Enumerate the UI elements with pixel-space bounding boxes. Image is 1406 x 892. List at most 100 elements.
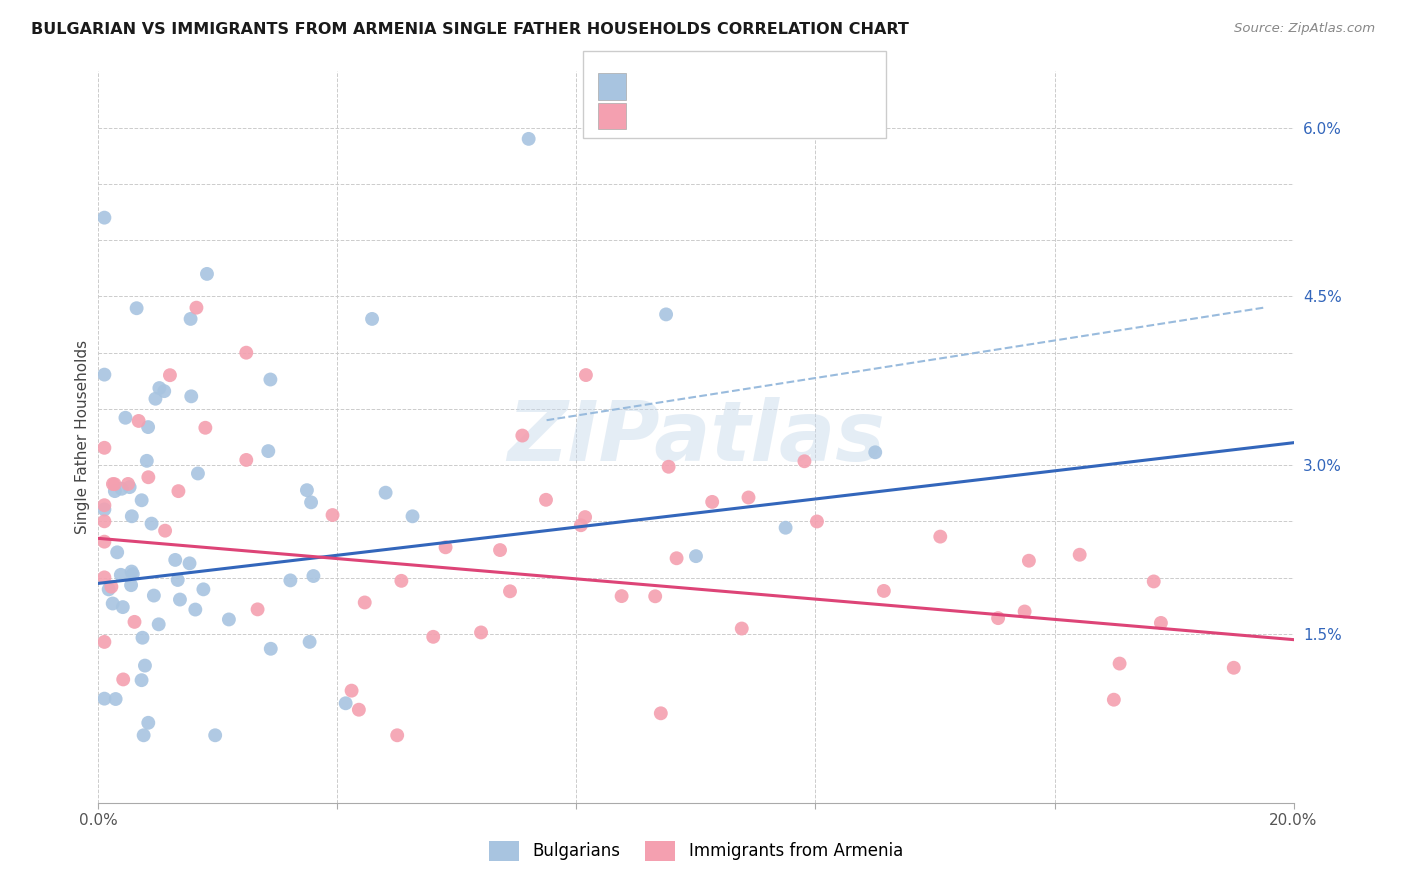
Point: [295, 483, 318, 498]
Point: [610, 589, 633, 603]
Point: [195, 267, 218, 281]
Point: [422, 630, 444, 644]
Point: [1143, 574, 1166, 589]
Point: [125, 301, 148, 316]
Text: 59: 59: [778, 107, 800, 125]
Point: [159, 368, 181, 383]
Point: [260, 641, 283, 656]
Point: [101, 597, 124, 611]
Point: [806, 515, 828, 529]
Point: [1069, 548, 1091, 562]
Point: [187, 467, 209, 481]
Point: [131, 493, 153, 508]
Point: [499, 584, 522, 599]
Point: [1102, 692, 1125, 706]
Point: [141, 516, 163, 531]
Point: [340, 683, 363, 698]
Point: [299, 495, 322, 509]
Point: [322, 508, 344, 522]
Point: [1018, 554, 1040, 568]
Point: [644, 589, 666, 603]
Point: [110, 567, 132, 582]
Point: [121, 565, 143, 579]
Point: [235, 345, 257, 359]
Point: [148, 617, 170, 632]
Point: [166, 573, 188, 587]
Point: [132, 728, 155, 742]
Point: [517, 132, 540, 146]
Point: [335, 696, 357, 710]
Point: [389, 574, 412, 588]
Text: -0.222: -0.222: [679, 107, 738, 125]
Point: [575, 368, 598, 382]
Point: [180, 389, 202, 403]
Point: [167, 484, 190, 499]
Point: [128, 414, 150, 428]
Point: [194, 421, 217, 435]
Point: [655, 307, 678, 321]
Point: [114, 410, 136, 425]
Point: [104, 484, 127, 499]
Point: [302, 569, 325, 583]
Point: [737, 491, 759, 505]
Point: [650, 706, 672, 721]
Point: [136, 715, 159, 730]
Point: [280, 574, 302, 588]
Point: [184, 602, 207, 616]
Point: [121, 567, 143, 582]
Point: [93, 514, 115, 528]
Point: [361, 312, 384, 326]
Point: [153, 524, 176, 538]
Point: [257, 444, 280, 458]
Text: BULGARIAN VS IMMIGRANTS FROM ARMENIA SINGLE FATHER HOUSEHOLDS CORRELATION CHART: BULGARIAN VS IMMIGRANTS FROM ARMENIA SIN…: [31, 22, 908, 37]
Point: [131, 673, 153, 688]
Point: [298, 635, 321, 649]
Point: [534, 492, 557, 507]
Point: [658, 459, 681, 474]
Point: [111, 600, 134, 615]
Point: [93, 368, 115, 382]
Point: [93, 211, 115, 225]
Point: [97, 582, 120, 597]
Point: [193, 582, 215, 597]
Point: [731, 622, 754, 636]
Point: [873, 583, 896, 598]
Point: [138, 470, 160, 484]
Legend: Bulgarians, Immigrants from Armenia: Bulgarians, Immigrants from Armenia: [482, 834, 910, 868]
Point: [110, 482, 132, 496]
Point: [489, 543, 512, 558]
Point: [1108, 657, 1130, 671]
Point: [775, 521, 797, 535]
Point: [1150, 615, 1173, 630]
Point: [153, 384, 176, 399]
Point: [374, 485, 396, 500]
Point: [93, 570, 115, 584]
Point: [865, 445, 887, 459]
Point: [401, 509, 423, 524]
Point: [246, 602, 269, 616]
Point: [100, 580, 122, 594]
Point: [569, 518, 592, 533]
Point: [574, 510, 596, 524]
Text: N =: N =: [733, 78, 780, 95]
Point: [105, 545, 128, 559]
Point: [186, 301, 208, 315]
Point: [136, 420, 159, 434]
Text: R =: R =: [637, 78, 678, 95]
Point: [135, 454, 157, 468]
Text: ZIPatlas: ZIPatlas: [508, 397, 884, 477]
Point: [1223, 661, 1246, 675]
Point: [120, 578, 142, 592]
Point: [702, 495, 724, 509]
Point: [204, 728, 226, 742]
Point: [93, 534, 115, 549]
Point: [218, 612, 240, 626]
Point: [235, 453, 257, 467]
Text: 62: 62: [778, 78, 800, 95]
Point: [121, 509, 143, 524]
Point: [93, 441, 115, 455]
Point: [987, 611, 1010, 625]
Point: [470, 625, 492, 640]
Point: [148, 381, 170, 395]
Text: Source: ZipAtlas.com: Source: ZipAtlas.com: [1234, 22, 1375, 36]
